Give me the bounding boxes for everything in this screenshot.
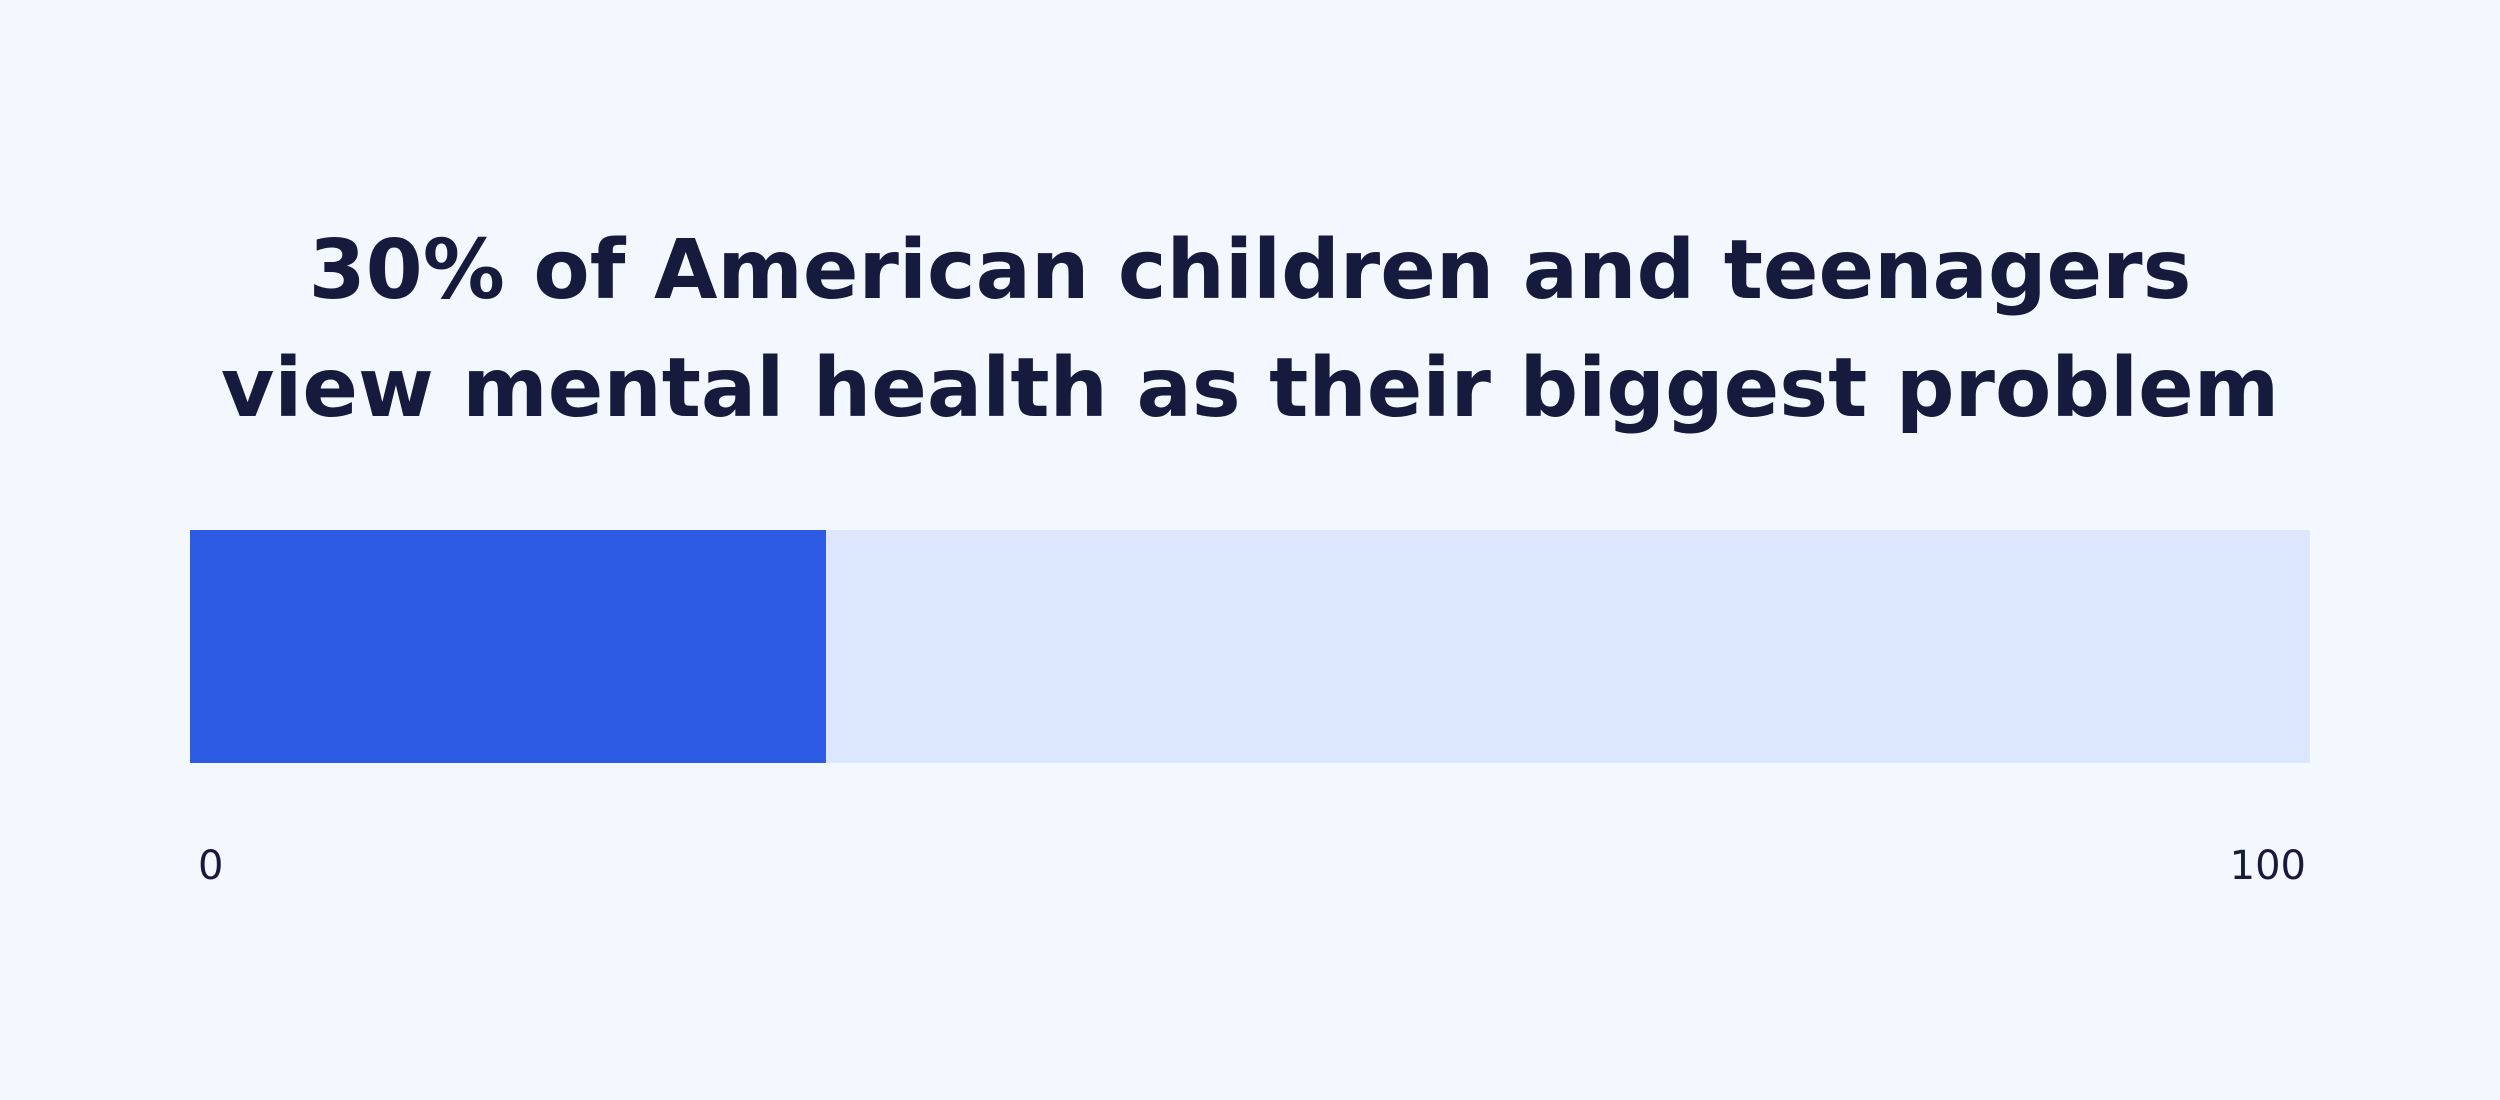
tick-label-min: 0 [198, 843, 224, 889]
chart-title-line-2: view mental health as their biggest prob… [220, 341, 2280, 436]
progress-bar [190, 530, 2310, 763]
bar-chart-svg [190, 530, 2310, 763]
chart-title: 30% of American children and teenagers v… [0, 212, 2500, 448]
tick-label-max: 100 [2229, 843, 2306, 889]
bar-fill [190, 530, 826, 763]
chart-title-line-1: 30% of American children and teenagers [308, 223, 2192, 318]
